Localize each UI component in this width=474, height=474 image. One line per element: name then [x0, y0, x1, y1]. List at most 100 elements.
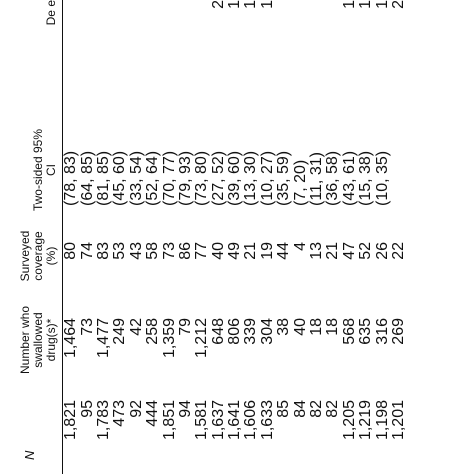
table-row: 85 38 44 (35, 59)	[275, 0, 293, 474]
table-row: 1,641 806 49 (39, 60) 1	[226, 0, 244, 474]
cell-ci: (39, 60)	[226, 150, 244, 206]
cell-n: 94	[176, 400, 194, 418]
cell-ci: (27, 52)	[209, 150, 227, 206]
cell-swallowed: 1,359	[160, 318, 178, 359]
cell-n: 444	[144, 400, 162, 427]
cell-ci: (11, 31)	[308, 152, 326, 206]
cell-coverage: 13	[308, 242, 326, 260]
table-row: 1,606 339 21 (13, 30) 1	[242, 0, 260, 474]
cell-coverage: 77	[193, 242, 211, 260]
header-swallowed: Number who swallowed drug(s)*	[0, 294, 63, 386]
cell-swallowed: 316	[373, 318, 391, 345]
table-row: 95 73 74 (64, 85)	[78, 0, 96, 474]
cell-design-effect: 1	[340, 0, 358, 9]
cell-swallowed: 79	[176, 318, 194, 336]
cell-coverage: 22	[390, 242, 407, 260]
cell-design-effect	[145, 0, 161, 122]
table-row: 1,633 304 19 (10, 27) 1	[258, 0, 276, 474]
cell-n: 1,783	[94, 400, 112, 441]
cell-swallowed: 18	[324, 318, 342, 336]
cell-n: 1,606	[242, 400, 260, 441]
cell-ci: (70, 77)	[160, 150, 178, 206]
cell-n: 85	[275, 400, 293, 418]
table-row: 1,783 1,477 83 (81, 85)	[94, 0, 112, 474]
cell-swallowed: 18	[308, 318, 326, 336]
cell-ci: (43, 61)	[340, 150, 358, 206]
header-n: N	[0, 386, 63, 474]
cell-ci: (64, 85)	[78, 150, 96, 206]
table-row: 1,198 316 26 (10, 35) 1	[373, 0, 391, 474]
table-row: 444 258 58 (52, 64)	[144, 0, 162, 474]
cell-n: 1,641	[226, 400, 244, 441]
table-row: 1,637 648 40 (27, 52) 2	[209, 0, 227, 474]
cell-ci: (81, 85)	[94, 150, 112, 206]
cell-swallowed: 73	[78, 318, 96, 336]
cell-ci: (33, 54)	[127, 150, 145, 206]
cell-coverage: 73	[160, 242, 178, 260]
cell-design-effect: 1	[357, 0, 375, 9]
cell-coverage: 47	[340, 242, 358, 260]
cell-ci: (79, 93)	[176, 150, 194, 206]
cell-design-effect: 1	[226, 0, 244, 9]
cell-coverage: 49	[226, 242, 244, 260]
header-design-effect: De e	[0, 0, 63, 122]
table-row: 92 42 43 (33, 54)	[127, 0, 145, 474]
cell-swallowed: 648	[209, 318, 227, 345]
cell-design-effect: 2	[209, 0, 227, 9]
cell-design-effect	[276, 0, 292, 122]
cell-swallowed: 339	[242, 318, 260, 345]
table-body: 1,821 1,464 80 (78, 83) 95 73 74 (64, 85) 1,783 1…	[62, 0, 408, 474]
cell-design-effect	[309, 0, 325, 122]
cell-design-effect	[63, 0, 80, 122]
cell-n: 1,821	[62, 400, 80, 441]
cell-swallowed: 1,464	[62, 318, 80, 359]
cell-swallowed: 568	[340, 318, 358, 345]
cell-swallowed: 42	[127, 318, 145, 336]
cell-n: 1,581	[193, 400, 211, 441]
table-row: 473 249 53 (45, 60)	[111, 0, 129, 474]
cell-coverage: 19	[258, 242, 276, 260]
cell-coverage: 74	[78, 242, 96, 260]
cell-design-effect: 1	[258, 0, 276, 9]
cell-n: 1,633	[258, 400, 276, 441]
cell-swallowed: 38	[275, 318, 293, 336]
cell-swallowed: 1,477	[94, 318, 112, 359]
cell-design-effect	[112, 0, 128, 122]
cell-coverage: 21	[242, 242, 260, 260]
cell-coverage: 43	[127, 242, 145, 260]
cell-coverage: 40	[209, 242, 227, 260]
table-header-row: N Number who swallowed drug(s)* Surveyed…	[0, 0, 63, 474]
cell-n: 1,198	[373, 400, 391, 441]
table-row: 82 18 13 (11, 31)	[308, 0, 326, 474]
cell-n: 92	[127, 400, 145, 418]
cell-ci: (15, 38)	[357, 150, 375, 206]
cell-design-effect	[292, 0, 308, 122]
cell-ci: (78, 83)	[62, 150, 80, 206]
cell-n: 1,219	[357, 400, 375, 441]
cell-n: 1,201	[390, 400, 407, 441]
cell-coverage: 53	[111, 242, 129, 260]
cell-design-effect	[325, 0, 341, 122]
table-row: 1,201 269 22 2	[390, 0, 407, 474]
cell-ci: (13, 30)	[242, 150, 260, 206]
cell-coverage: 4	[291, 242, 309, 251]
table-row: 1,581 1,212 77 (73, 80)	[193, 0, 211, 474]
coverage-table: N Number who swallowed drug(s)* Surveyed…	[0, 0, 407, 474]
table-row: 1,851 1,359 73 (70, 77)	[160, 0, 178, 474]
cell-swallowed: 1,212	[193, 318, 211, 359]
cell-n: 84	[291, 400, 309, 418]
cell-n: 1,637	[209, 400, 227, 441]
cell-design-effect: 2	[390, 0, 407, 9]
cell-ci: (73, 80)	[193, 150, 211, 206]
cell-coverage: 52	[357, 242, 375, 260]
cell-swallowed: 635	[357, 318, 375, 345]
table-row: 82 18 21 (36, 58)	[324, 0, 342, 474]
cell-ci: (45, 60)	[111, 150, 129, 206]
cell-n: 95	[78, 400, 96, 418]
table-row: 84 40 4 (7, 20)	[291, 0, 309, 474]
cell-swallowed: 304	[258, 318, 276, 345]
cell-ci: (36, 58)	[324, 150, 342, 206]
cell-design-effect	[161, 0, 177, 122]
table-row: 1,219 635 52 (15, 38) 1	[357, 0, 375, 474]
